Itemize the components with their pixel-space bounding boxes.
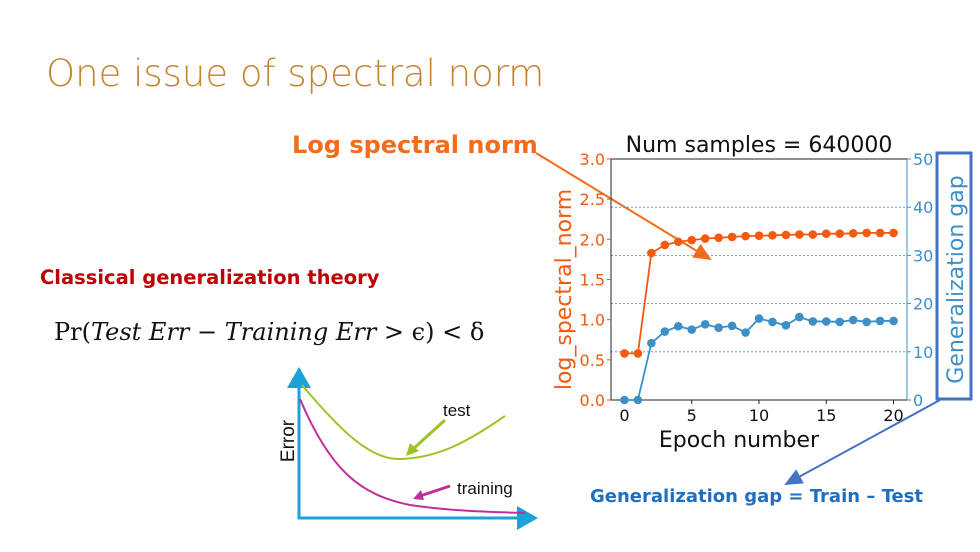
y2-tick-label: 30	[913, 246, 933, 265]
data-point-right	[741, 328, 750, 337]
data-point-right	[647, 338, 656, 348]
y2-tick-label: 0	[913, 391, 923, 410]
data-point-right	[795, 312, 804, 322]
data-point-right	[620, 395, 629, 405]
x-tick-label: 0	[619, 406, 629, 425]
data-point-right	[808, 317, 818, 326]
data-point-left	[687, 235, 697, 245]
gap-callout-line	[784, 399, 941, 485]
data-point-left	[821, 229, 831, 239]
y-tick-label: 1.5	[580, 271, 605, 290]
data-point-left	[848, 229, 858, 238]
x-tick-label: 20	[883, 406, 903, 425]
formula-rest: > ϵ) < δ	[376, 318, 485, 346]
test-arrowhead	[406, 443, 419, 456]
data-point-right	[727, 321, 737, 331]
data-point-left	[727, 232, 737, 242]
y-tick-label: 0.5	[580, 351, 605, 370]
data-point-right	[889, 316, 898, 326]
data-point-left	[647, 248, 656, 258]
formula-minus: −	[189, 318, 218, 346]
data-point-left	[741, 231, 750, 241]
data-point-left	[620, 349, 629, 358]
data-point-left	[795, 230, 804, 239]
formula-train: Training Err	[224, 318, 377, 346]
data-point-right	[862, 317, 871, 327]
data-point-left	[700, 234, 710, 243]
data-point-left	[808, 230, 818, 239]
data-point-right	[754, 314, 764, 323]
spectral-norm-chart: 0.0 0.5 1.0 1.5 2.0 2.5 3.0 0 10 20 30 40 50 0 5 10 15 20…	[552, 133, 969, 453]
y-tick-label: 1.0	[580, 311, 605, 330]
test-label: test	[443, 401, 471, 420]
y2-tick-label: 50	[913, 150, 933, 169]
training-arrow	[419, 484, 451, 498]
log-spectral-norm-callout: Log spectral norm	[292, 131, 538, 159]
x-tick-label: 10	[749, 406, 769, 425]
data-point-right	[835, 317, 845, 327]
data-point-right	[875, 316, 885, 326]
data-point-right	[821, 317, 831, 326]
gap-definition: Generalization gap = Train – Test	[590, 486, 923, 507]
data-point-right	[673, 321, 683, 331]
y2-tick-label: 20	[913, 295, 933, 314]
formula-pr: Pr(	[54, 318, 91, 346]
generalization-formula: Pr(Test Err − Training Err > ϵ) < δ	[54, 318, 484, 346]
x-tick-label: 5	[687, 406, 697, 425]
data-point-left	[781, 230, 791, 240]
chart-title: Num samples = 640000	[626, 133, 893, 158]
data-point-right	[848, 315, 858, 325]
data-point-right	[700, 320, 710, 329]
y-axis-label: log_spectral_norm	[552, 189, 577, 390]
y-tick-label: 2.5	[580, 190, 605, 209]
data-point-right	[768, 317, 777, 327]
data-point-left	[768, 231, 777, 240]
test-arrow	[410, 418, 447, 452]
y-tick-label: 3.0	[580, 150, 605, 169]
data-point-left	[714, 233, 723, 243]
formula-test: Test Err	[90, 318, 190, 346]
generalization-gap-highlight-box	[935, 151, 973, 401]
data-point-left	[673, 237, 683, 247]
training-label: training	[457, 479, 513, 498]
data-point-left	[660, 240, 670, 250]
data-point-left	[754, 231, 764, 241]
y-tick-label: 0.0	[580, 391, 605, 410]
data-point-right	[781, 320, 791, 330]
data-point-left	[875, 228, 885, 238]
data-point-left	[889, 228, 898, 238]
y2-tick-label: 10	[913, 343, 933, 362]
data-point-left	[835, 229, 845, 239]
x-tick-label: 15	[816, 406, 836, 425]
data-point-right	[660, 327, 670, 336]
data-point-right	[687, 325, 697, 334]
data-point-right	[714, 323, 723, 333]
classical-theory-heading: Classical generalization theory	[40, 266, 380, 289]
test-curve	[301, 384, 506, 461]
training-curve	[299, 398, 526, 514]
y2-axis-label: Generalization gap	[944, 175, 969, 383]
data-point-right	[633, 395, 643, 405]
slide-title: One issue of spectral norm	[46, 52, 545, 95]
y-tick-label: 2.0	[580, 230, 605, 249]
training-arrowhead	[413, 490, 424, 500]
error-diagram: Error test training	[278, 367, 538, 530]
x-axis-label: Epoch number	[659, 428, 820, 453]
data-point-left	[633, 349, 643, 358]
y2-tick-label: 40	[913, 198, 933, 217]
error-ylabel: Error	[278, 419, 299, 462]
data-point-left	[862, 228, 871, 238]
